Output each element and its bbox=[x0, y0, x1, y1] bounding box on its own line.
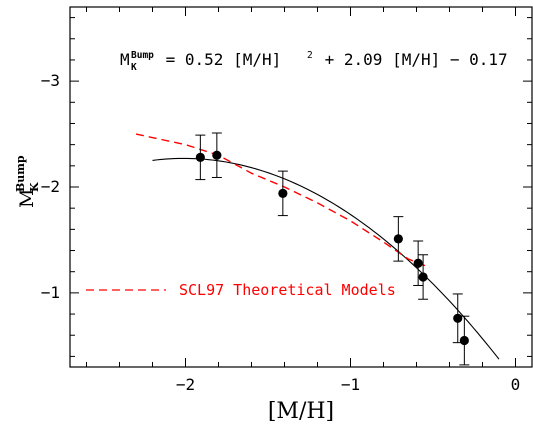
data-point bbox=[393, 234, 403, 244]
axis-tick-labels: −2 −1 0 −3 −2 −1 bbox=[41, 71, 521, 394]
equation-rhs-part1: = 0.52 [M/H] bbox=[156, 50, 281, 69]
x-tick-label: −1 bbox=[341, 375, 360, 394]
y-tick-label: −3 bbox=[41, 71, 60, 90]
y-tick-label: −2 bbox=[41, 177, 60, 196]
legend: SCL97 Theoretical Models bbox=[86, 281, 396, 299]
y-axis-label-main: M bbox=[16, 189, 38, 208]
equation-lhs-sup: Bump bbox=[131, 50, 154, 61]
data-point bbox=[418, 272, 428, 282]
y-tick-label: −1 bbox=[41, 283, 60, 302]
equation-lhs-main: M bbox=[120, 50, 130, 69]
equation-lhs-sub: K bbox=[131, 62, 137, 73]
scl97-model-line bbox=[135, 133, 430, 269]
data-points bbox=[195, 132, 470, 366]
data-point bbox=[459, 335, 469, 346]
axis-ticks bbox=[70, 7, 532, 367]
legend-label: SCL97 Theoretical Models bbox=[179, 281, 396, 299]
data-point bbox=[413, 258, 423, 268]
equation-rhs-part2: + 2.09 [M/H] − 0.17 bbox=[315, 50, 508, 69]
x-tick-label: 0 bbox=[511, 375, 521, 394]
x-tick-label: −2 bbox=[176, 375, 195, 394]
y-axis-label-sup: Bump bbox=[14, 155, 27, 192]
fit-equation: M Bump K = 0.52 [M/H] 2 + 2.09 [M/H] − 0… bbox=[120, 50, 508, 73]
y-axis-label: M Bump K bbox=[14, 155, 41, 208]
data-point bbox=[212, 150, 222, 160]
y-axis-label-sub: K bbox=[28, 182, 41, 192]
curves bbox=[135, 133, 500, 360]
equation-rhs-square: 2 bbox=[307, 50, 313, 61]
fit-curve bbox=[152, 157, 500, 360]
data-point bbox=[195, 152, 205, 162]
data-point bbox=[453, 313, 463, 323]
data-point bbox=[278, 188, 288, 198]
x-axis-label: [M/H] bbox=[268, 399, 334, 424]
